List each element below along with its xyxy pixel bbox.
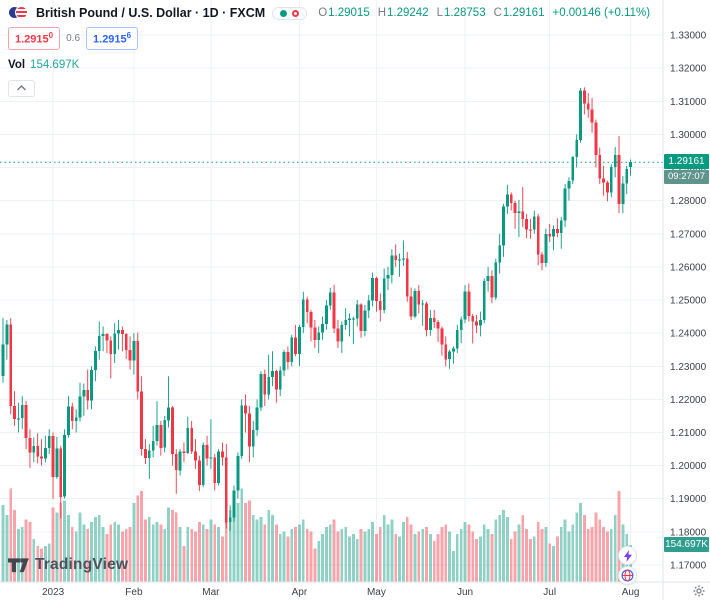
open-value: 1.29015 <box>328 7 370 19</box>
bid-button[interactable]: 1.29150 <box>8 27 61 50</box>
globe-button[interactable] <box>618 566 637 585</box>
ask-value: 1.2915 <box>93 33 127 46</box>
volume-label: Vol <box>8 58 26 71</box>
close-label: C <box>493 7 502 19</box>
open-label: O <box>318 7 328 19</box>
svg-text:1.27000: 1.27000 <box>670 229 707 240</box>
svg-text:Apr: Apr <box>292 587 308 598</box>
logo-text: TradingView <box>35 556 129 573</box>
tradingview-logo[interactable]: TradingView <box>8 556 128 574</box>
svg-text:1.23000: 1.23000 <box>670 362 707 373</box>
gear-icon <box>693 585 705 597</box>
bid-value: 1.2915 <box>15 33 49 46</box>
svg-text:2023: 2023 <box>42 587 65 598</box>
ask-sup-digit: 6 <box>126 31 132 40</box>
svg-text:1.28000: 1.28000 <box>670 196 707 207</box>
svg-text:1.25000: 1.25000 <box>670 296 707 307</box>
svg-text:1.26000: 1.26000 <box>670 262 707 273</box>
svg-text:1.17000: 1.17000 <box>670 561 707 572</box>
svg-text:Mar: Mar <box>202 587 220 598</box>
ohlc-readout: O 1.29015 H 1.29242 L 1.28753 C 1.29161 +0.0… <box>318 7 650 19</box>
spread-value: 0.6 <box>66 32 81 44</box>
last-price-badge: 1.29161 09:27:07 <box>664 154 709 185</box>
last-price-value: 1.29161 <box>664 154 709 170</box>
legend-markers[interactable] <box>272 6 308 20</box>
countdown-value: 09:27:07 <box>664 170 709 185</box>
svg-text:1.20000: 1.20000 <box>670 461 707 472</box>
svg-text:1.33000: 1.33000 <box>670 31 707 42</box>
tradingview-logo-icon <box>8 557 29 572</box>
svg-text:1.30000: 1.30000 <box>670 130 707 141</box>
usd-flag-icon <box>15 6 28 19</box>
svg-text:1.21000: 1.21000 <box>670 428 707 439</box>
volume-legend: Vol 154.697K <box>8 59 650 71</box>
svg-text:May: May <box>367 587 386 598</box>
chevron-up-icon <box>16 85 27 91</box>
chart-legend: British Pound / U.S. Dollar · 1D · FXCM … <box>8 6 650 97</box>
symbol-title[interactable]: British Pound / U.S. Dollar · 1D · FXCM <box>36 6 266 20</box>
volume-value: 154.697K <box>30 58 80 71</box>
svg-text:1.31000: 1.31000 <box>670 97 707 108</box>
low-value: 1.28753 <box>444 7 486 19</box>
marker-dot-green-icon <box>280 9 288 17</box>
volume-axis-badge: 154.697K <box>664 536 709 552</box>
svg-text:Aug: Aug <box>622 587 640 598</box>
currency-pair-icon <box>8 6 29 20</box>
marker-eye-red-icon <box>292 9 300 17</box>
change-value: +0.00146 (+0.11%) <box>552 7 651 19</box>
svg-text:1.22000: 1.22000 <box>670 395 707 406</box>
axis-settings-button[interactable] <box>692 584 706 598</box>
collapse-legend-button[interactable] <box>8 79 35 97</box>
lightning-icon <box>623 549 632 562</box>
svg-text:Jul: Jul <box>543 587 556 598</box>
ask-button[interactable]: 1.29156 <box>86 27 139 50</box>
svg-text:1.19000: 1.19000 <box>670 494 707 505</box>
svg-text:Jun: Jun <box>457 587 473 598</box>
close-value: 1.29161 <box>502 7 545 19</box>
lightning-button[interactable] <box>618 546 637 565</box>
high-label: H <box>377 7 387 19</box>
bid-sup-digit: 0 <box>48 31 54 40</box>
svg-text:1.24000: 1.24000 <box>670 329 707 340</box>
svg-text:1.18000: 1.18000 <box>670 527 707 538</box>
globe-icon <box>621 569 634 582</box>
low-label: L <box>436 7 444 19</box>
high-value: 1.29242 <box>387 7 429 19</box>
svg-text:1.32000: 1.32000 <box>670 64 707 75</box>
svg-text:Feb: Feb <box>125 587 143 598</box>
